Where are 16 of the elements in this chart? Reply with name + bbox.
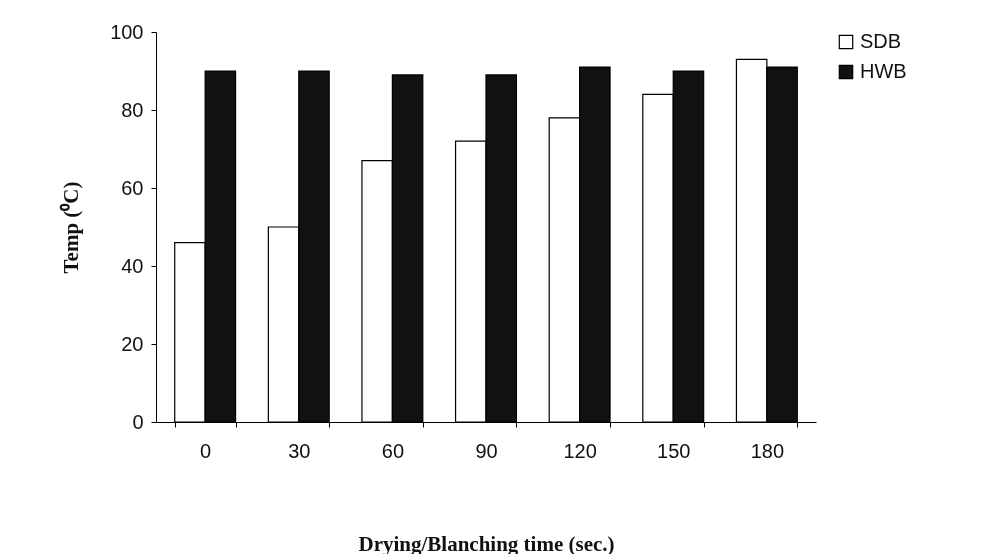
y-tick-label: 0: [132, 410, 144, 433]
y-tick-label: 20: [121, 332, 144, 355]
x-tick-label: 120: [563, 439, 597, 462]
x-tick-label: 90: [475, 439, 498, 462]
legend-label: HWB: [860, 60, 907, 82]
x-tick-label: 60: [381, 439, 405, 462]
x-tick-label: 0: [200, 439, 212, 462]
y-axis-title: Temp (⁰C): [59, 181, 84, 274]
y-tick-label: 40: [121, 254, 144, 277]
y-tick-label: 80: [121, 98, 144, 121]
y-tick-label: 60: [121, 176, 144, 199]
x-tick-label: 180: [750, 439, 785, 462]
y-tick-label: 100: [110, 20, 144, 43]
legend-label: SDB: [860, 30, 902, 52]
x-tick-label: 150: [657, 439, 691, 462]
x-tick-label: 30: [288, 439, 311, 462]
